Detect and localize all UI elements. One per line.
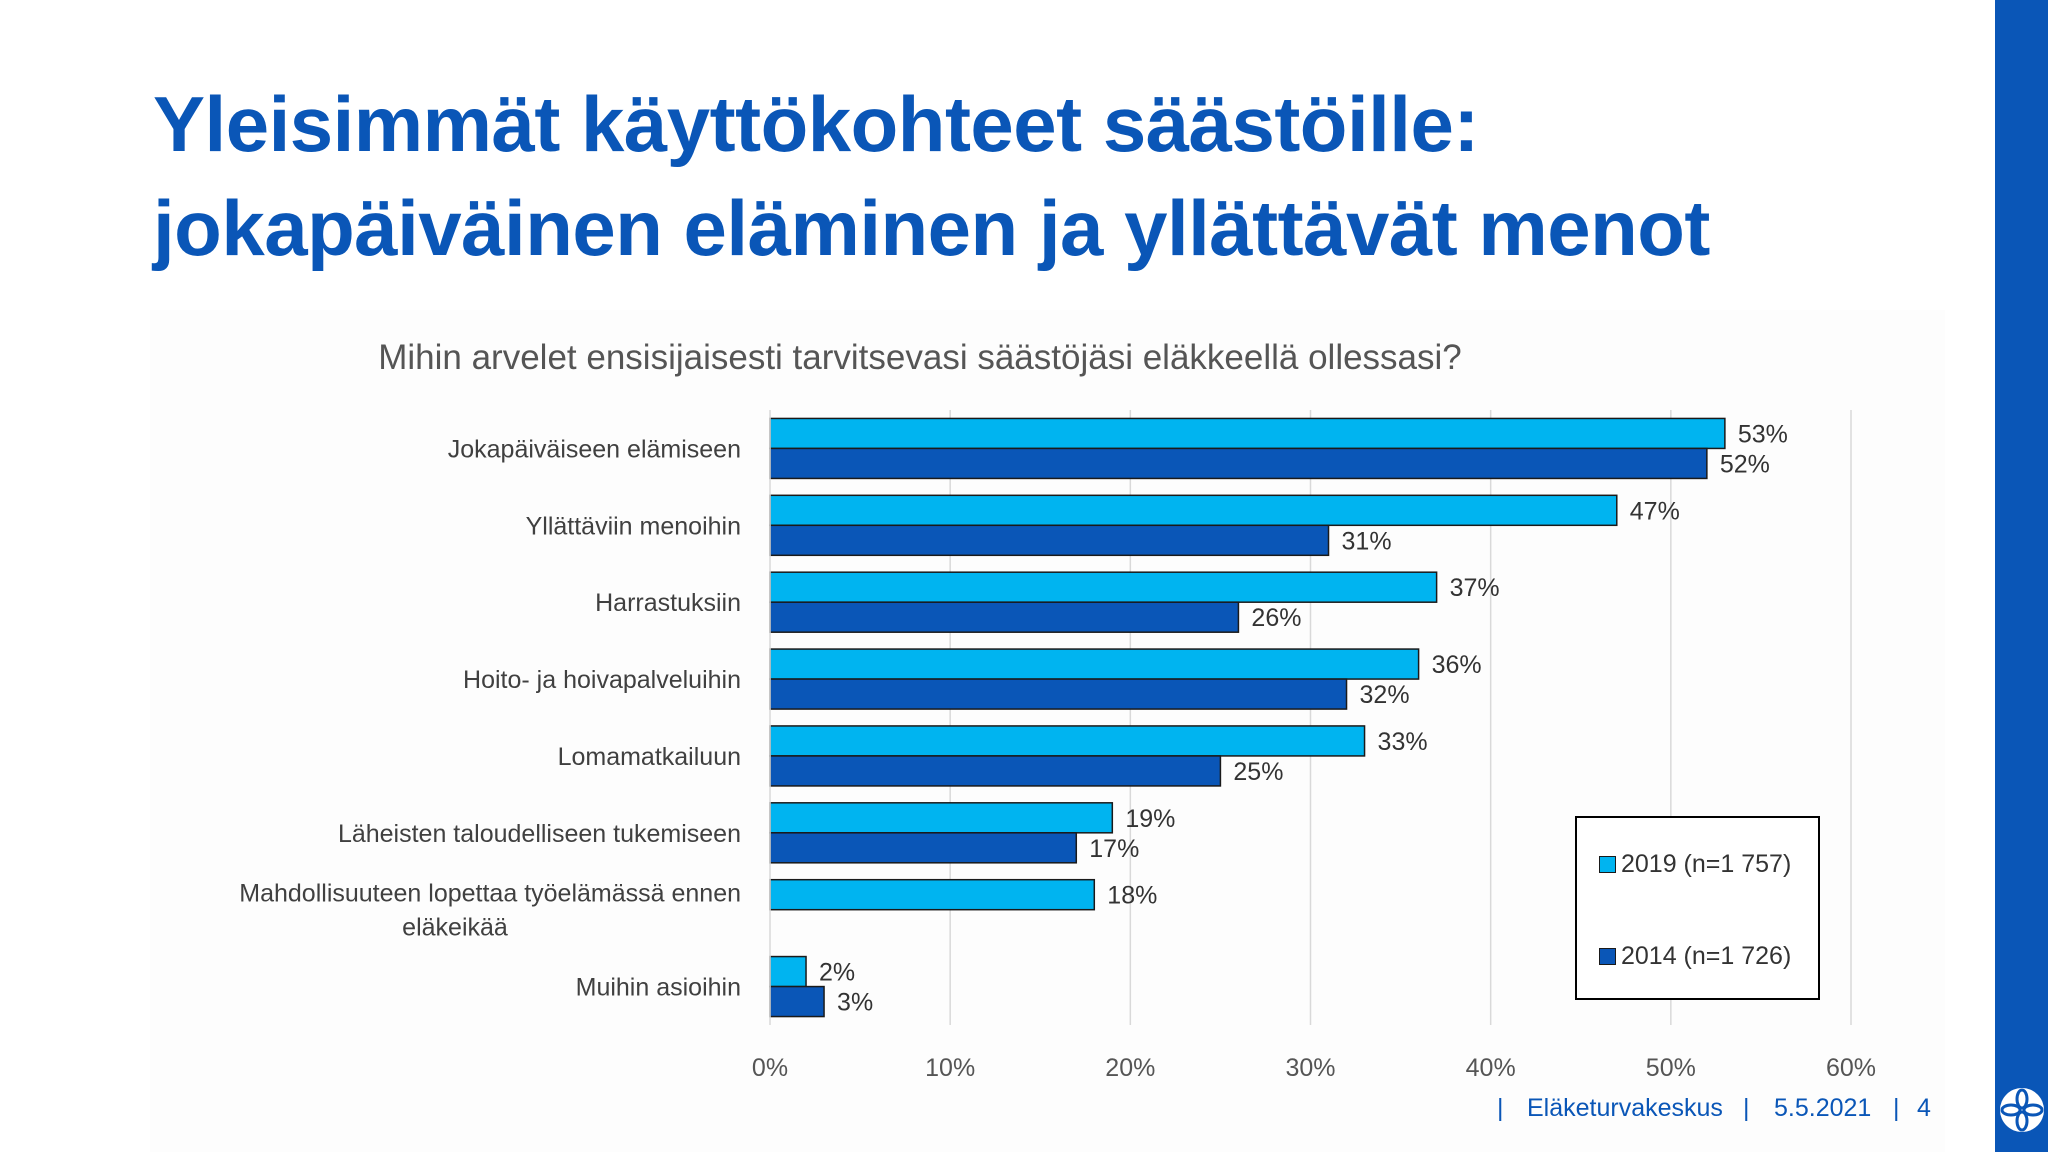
title-line-1: Yleisimmät käyttökohteet säästöille: [153, 80, 1479, 168]
page-title: Yleisimmät käyttökohteet säästöille: jok… [153, 72, 1853, 280]
footer-date: 5.5.2021 [1774, 1094, 1872, 1122]
legend-item-2019: 2019 (n=1 757) [1599, 850, 1791, 879]
data-label: 47% [1630, 497, 1680, 525]
chart-legend: 2019 (n=1 757) 2014 (n=1 726) [1575, 816, 1820, 1000]
data-label: 19% [1125, 805, 1175, 833]
bar [769, 985, 825, 1018]
x-tick-label: 50% [1646, 1054, 1696, 1082]
title-line-2: jokapäiväinen eläminen ja yllättävät men… [153, 184, 1710, 272]
data-label: 33% [1378, 728, 1428, 756]
bar [769, 832, 1078, 864]
x-tick-label: 30% [1285, 1054, 1335, 1082]
brand-side-band [1995, 0, 2048, 1152]
data-label: 3% [837, 989, 873, 1017]
footer-organization: Eläketurvakeskus [1527, 1094, 1723, 1122]
bar [769, 755, 1222, 787]
data-label: 53% [1738, 420, 1788, 448]
bar [769, 955, 807, 988]
data-label: 2% [819, 959, 855, 987]
category-label: Hoito- ja hoivapalveluihin [463, 666, 741, 694]
category-label: Jokapäiväiseen elämiseen [448, 435, 741, 463]
footer-separator: | [1893, 1094, 1900, 1122]
x-tick-label: 0% [752, 1054, 788, 1082]
legend-swatch-2014 [1599, 948, 1616, 965]
chart-title: Mihin arvelet ensisijaisesti tarvitsevas… [378, 338, 1462, 377]
x-tick-label: 60% [1826, 1054, 1876, 1082]
data-label: 36% [1432, 651, 1482, 679]
legend-label-2019: 2019 (n=1 757) [1621, 850, 1792, 878]
category-label: Harrastuksiin [595, 589, 741, 617]
footer-separator: | [1497, 1094, 1504, 1122]
bar [769, 417, 1726, 450]
bar [769, 648, 1420, 680]
category-label: Läheisten taloudelliseen tukemiseen [338, 820, 741, 848]
bar [769, 494, 1618, 527]
data-label: 17% [1089, 835, 1139, 863]
category-label: Lomamatkailuun [558, 743, 741, 771]
organization-logo-icon [2000, 1088, 2044, 1132]
data-label: 32% [1360, 681, 1410, 709]
data-label: 26% [1251, 604, 1301, 632]
data-label: 52% [1720, 450, 1770, 478]
legend-swatch-2019 [1599, 856, 1616, 873]
bar [769, 571, 1438, 603]
bar [769, 878, 1096, 911]
legend-label-2014: 2014 (n=1 726) [1621, 942, 1792, 970]
category-label: eläkeikää [402, 914, 508, 942]
bar [769, 802, 1114, 834]
category-label: Mahdollisuuteen lopettaa työelämässä enn… [239, 880, 741, 908]
data-label: 18% [1107, 882, 1157, 910]
bar [769, 678, 1348, 710]
legend-item-2014: 2014 (n=1 726) [1599, 942, 1791, 971]
bar [769, 524, 1330, 557]
x-tick-label: 40% [1466, 1054, 1516, 1082]
x-tick-label: 10% [925, 1054, 975, 1082]
footer-page-number: 4 [1917, 1094, 1931, 1122]
category-label: Yllättäviin menoihin [526, 512, 741, 540]
data-label: 25% [1233, 758, 1283, 786]
data-label: 31% [1342, 527, 1392, 555]
footer-separator: | [1743, 1094, 1750, 1122]
category-label: Muihin asioihin [576, 974, 741, 1002]
bar [769, 725, 1366, 757]
bar [769, 601, 1240, 633]
x-tick-label: 20% [1105, 1054, 1155, 1082]
data-label: 37% [1450, 574, 1500, 602]
bar [769, 447, 1708, 480]
